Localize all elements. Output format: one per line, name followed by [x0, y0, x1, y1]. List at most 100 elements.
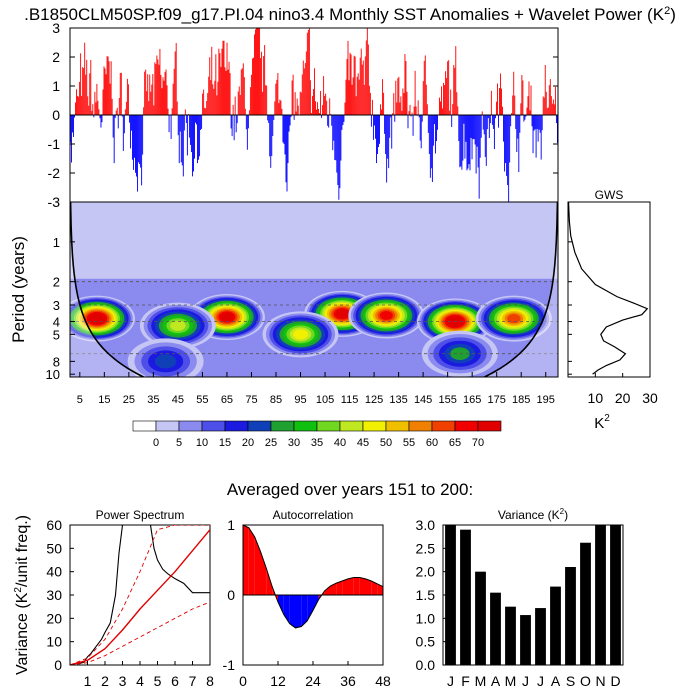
- month-label: F: [461, 673, 470, 689]
- x-tick-label: 85: [270, 394, 282, 406]
- anomaly-bar: [519, 115, 521, 133]
- anomaly-bar: [389, 115, 391, 138]
- x-tick-label: 25: [123, 394, 135, 406]
- anomaly-bar: [170, 115, 172, 139]
- anomaly-bar: [122, 115, 124, 151]
- acorr-fill: [248, 527, 255, 595]
- anomaly-bar: [447, 61, 449, 115]
- y-tick-label: 50: [46, 540, 62, 556]
- anomaly-bar: [468, 115, 470, 165]
- anomaly-bar: [304, 63, 306, 115]
- anomaly-bar: [163, 80, 165, 115]
- anomaly-bar: [157, 59, 159, 115]
- anomaly-bar: [411, 112, 413, 115]
- anomaly-bar: [461, 115, 463, 170]
- colorbar-swatch: [385, 420, 410, 432]
- anomaly-bar: [485, 115, 487, 166]
- anomaly-bar: [259, 28, 261, 115]
- anomaly-bar: [175, 43, 177, 115]
- anomaly-bar: [138, 115, 140, 163]
- anomaly-bar: [94, 91, 96, 115]
- variance-bar: [610, 525, 621, 665]
- y-tick-label: 60: [46, 517, 62, 533]
- anomaly-bar: [488, 115, 490, 139]
- gws-title: GWS: [595, 188, 624, 202]
- x-tick-label: 125: [365, 394, 383, 406]
- anomaly-bar: [501, 88, 502, 115]
- wavelet-frame: [69, 201, 559, 378]
- anomaly-bar: [456, 92, 458, 115]
- anomaly-bar: [217, 81, 219, 115]
- anomaly-bar: [218, 48, 220, 115]
- anomaly-bar: [525, 115, 527, 117]
- anomaly-bar: [234, 96, 236, 115]
- anomaly-bar: [515, 115, 517, 129]
- anomaly-bar: [219, 53, 221, 115]
- anomaly-bar: [242, 63, 244, 115]
- anomaly-bar: [308, 28, 310, 115]
- acorr-fill: [260, 551, 267, 595]
- anomaly-bar: [176, 101, 178, 115]
- x-tick-label: 4: [136, 673, 144, 689]
- pspec-ylabel-close: /unit freq.): [14, 515, 31, 587]
- panel-title: Power Spectrum: [96, 508, 185, 522]
- y-tick-label: 1.0: [416, 610, 436, 626]
- anomaly-bar: [419, 115, 421, 141]
- anomaly-bar: [338, 115, 340, 200]
- anomaly-bar: [476, 115, 478, 147]
- anomaly-bar: [404, 54, 406, 115]
- anomaly-bar: [168, 115, 170, 133]
- x-tick-label: 15: [98, 394, 110, 406]
- anomaly-bar: [131, 115, 132, 131]
- anomaly-bar: [526, 107, 528, 115]
- anomaly-bar: [512, 95, 514, 115]
- anomaly-bar: [270, 115, 272, 168]
- anomaly-bar: [316, 109, 317, 115]
- variance-bar: [550, 586, 561, 665]
- anomaly-bar: [371, 99, 373, 115]
- anomaly-bar: [79, 81, 81, 115]
- anomaly-bar: [415, 106, 417, 115]
- anomaly-bar: [181, 115, 183, 166]
- anomaly-bar: [284, 115, 286, 155]
- anomaly-bar: [396, 102, 398, 115]
- x-tick-label: 35: [147, 394, 159, 406]
- anomaly-bar: [183, 115, 185, 131]
- anomaly-bar: [111, 98, 113, 115]
- anomaly-bar: [117, 115, 119, 129]
- anomaly-bar: [487, 115, 489, 119]
- anomaly-bar: [547, 107, 549, 115]
- y-tick-label: 0.0: [416, 657, 436, 673]
- anomaly-bar: [402, 88, 404, 115]
- anomaly-bar: [177, 115, 179, 136]
- wavelet-contour: [90, 314, 104, 323]
- x-tick-label: 20: [615, 390, 631, 406]
- y-tick-label: -1: [223, 657, 236, 673]
- anomaly-bar: [141, 115, 143, 186]
- colorbar-label: 50: [380, 437, 392, 449]
- colorbar-label: 15: [219, 437, 231, 449]
- anomaly-bar: [359, 57, 361, 115]
- y-tick-label: 0: [54, 657, 62, 673]
- x-tick-label: 36: [340, 673, 356, 689]
- anomaly-bar: [391, 115, 393, 149]
- anomaly-bar: [511, 113, 513, 115]
- wavelet-contour: [379, 311, 393, 320]
- anomaly-bar: [105, 74, 107, 115]
- gws-xlabel-sup: 2: [604, 413, 610, 424]
- anomaly-bar: [283, 115, 285, 144]
- anomaly-bar: [544, 65, 546, 115]
- anomaly-bar: [194, 115, 195, 159]
- anomaly-bar: [474, 115, 476, 145]
- anomaly-bar: [369, 92, 371, 115]
- anomaly-bar: [551, 103, 553, 115]
- anomaly-bar: [446, 77, 448, 115]
- anomaly-bar: [335, 115, 337, 161]
- red-noise-line: [70, 529, 210, 665]
- anomaly-bar: [95, 102, 97, 115]
- anomaly-bar: [324, 95, 326, 115]
- anomaly-bar: [190, 115, 192, 153]
- acorr-fill: [359, 577, 366, 595]
